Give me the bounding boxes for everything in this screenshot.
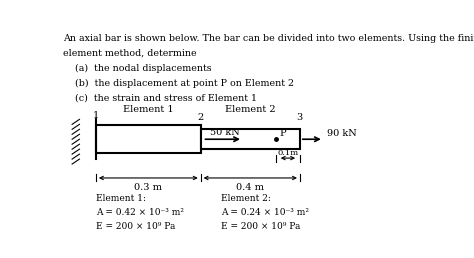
Text: P: P (279, 129, 285, 138)
Text: Element 2: Element 2 (225, 106, 275, 114)
Text: 0.3 m: 0.3 m (134, 183, 162, 192)
Text: (b)  the displacement at point P on Element 2: (b) the displacement at point P on Eleme… (63, 79, 294, 88)
Text: 3: 3 (297, 113, 303, 122)
Text: element method, determine: element method, determine (63, 49, 197, 58)
Text: (c)  the strain and stress of Element 1: (c) the strain and stress of Element 1 (63, 94, 257, 102)
Text: A = 0.24 × 10⁻³ m²: A = 0.24 × 10⁻³ m² (221, 208, 309, 217)
Text: E = 200 × 10⁹ Pa: E = 200 × 10⁹ Pa (221, 222, 300, 231)
Text: A = 0.42 × 10⁻³ m²: A = 0.42 × 10⁻³ m² (96, 208, 184, 217)
Text: An axial bar is shown below. The bar can be divided into two elements. Using the: An axial bar is shown below. The bar can… (63, 34, 474, 43)
Text: 1: 1 (93, 111, 99, 120)
Text: (a)  the nodal displacements: (a) the nodal displacements (63, 64, 211, 73)
Bar (201, 129, 300, 149)
Text: Element 1: Element 1 (123, 106, 173, 114)
Text: E = 200 × 10⁹ Pa: E = 200 × 10⁹ Pa (96, 222, 175, 231)
Text: 0.4 m: 0.4 m (236, 183, 264, 192)
Text: 0.1m: 0.1m (277, 149, 299, 157)
Text: 90 kN: 90 kN (327, 129, 356, 138)
Text: Element 2:: Element 2: (221, 194, 271, 203)
Text: Element 1:: Element 1: (96, 194, 146, 203)
Bar (96, 125, 201, 153)
Text: 2: 2 (198, 113, 204, 122)
Text: 50 kN: 50 kN (210, 128, 240, 137)
